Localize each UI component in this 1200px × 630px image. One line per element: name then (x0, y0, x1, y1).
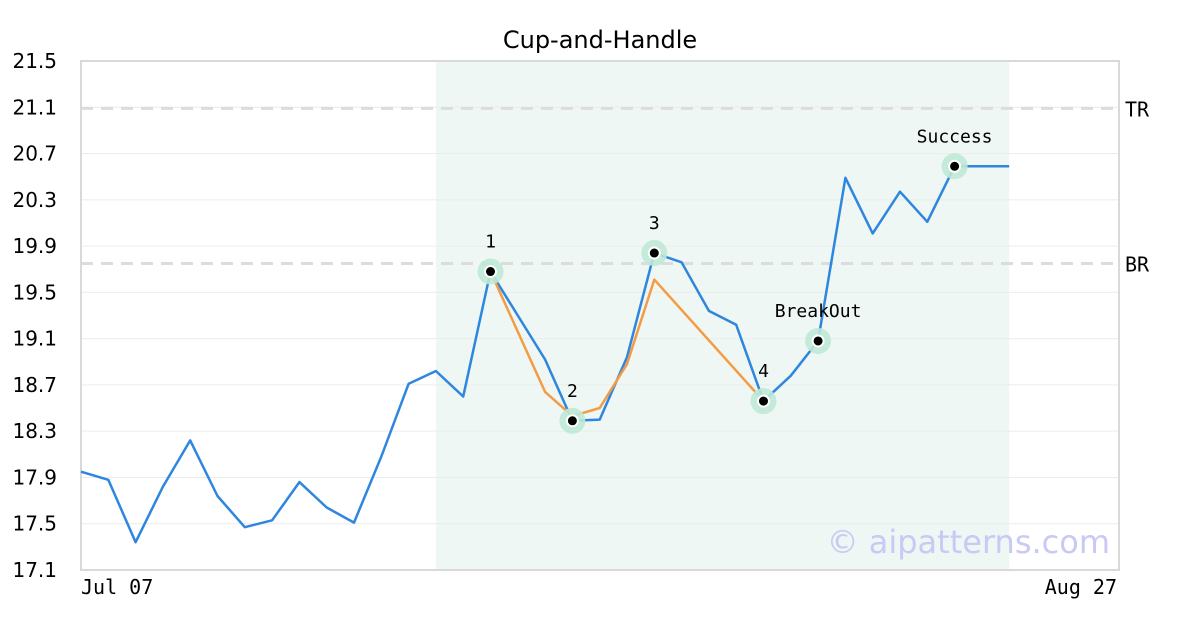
y-tick-label: 20.7 (12, 142, 57, 166)
x-tick-label: Jul 07 (81, 575, 153, 599)
price-line (80, 165, 1010, 544)
y-tick-label: 19.1 (12, 327, 57, 351)
x-tick-label: Aug 27 (1045, 575, 1117, 599)
marker-label: 4 (758, 361, 769, 382)
y-tick-label: 17.1 (12, 558, 57, 582)
marker-label: 2 (567, 381, 578, 402)
y-tick-label: 20.3 (12, 188, 57, 212)
marker-label: BreakOut (775, 301, 862, 322)
y-tick-label: 18.7 (12, 373, 57, 397)
marker-point (757, 394, 770, 408)
marker-label: 1 (485, 232, 496, 253)
y-tick-label: 18.3 (12, 419, 57, 443)
marker-point (565, 414, 579, 428)
marker-point (811, 334, 825, 348)
y-tick-label: 19.9 (12, 234, 57, 258)
y-tick-label: 19.5 (12, 280, 57, 304)
y-tick-label: 17.9 (12, 465, 57, 489)
chart-title: Cup-and-Handle (503, 26, 697, 54)
marker-point (948, 159, 962, 173)
level-label-tr: TR (1125, 97, 1150, 121)
y-tick-label: 21.1 (12, 95, 57, 119)
marker-point (647, 246, 661, 260)
marker-point (484, 265, 497, 279)
level-label-br: BR (1125, 252, 1150, 276)
marker-label: 3 (649, 213, 660, 234)
y-tick-label: 17.5 (12, 512, 57, 536)
marker-label: Success (917, 126, 993, 147)
plot-frame (80, 60, 1120, 571)
y-tick-label: 21.5 (12, 49, 57, 73)
pattern-line (489, 270, 765, 418)
watermark: © aipatterns.com (827, 523, 1110, 561)
pattern-region (435, 61, 1010, 570)
